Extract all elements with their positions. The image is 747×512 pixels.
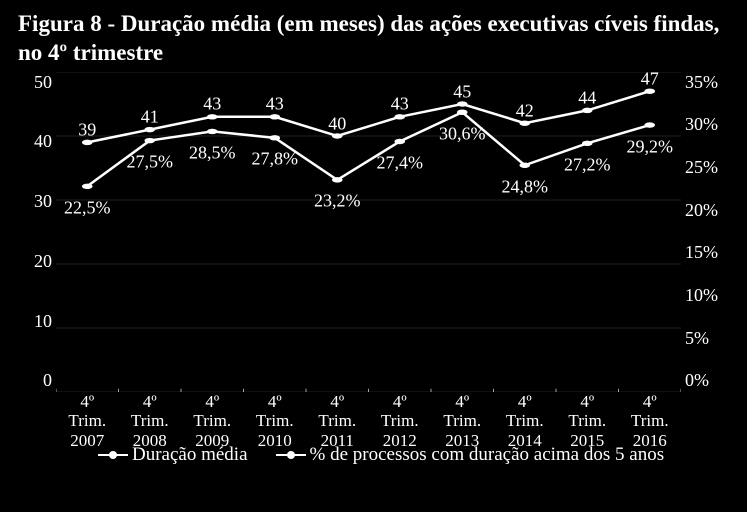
x-tick: 4ºTrim.2009 [181, 392, 244, 442]
value-label: 43 [391, 94, 409, 115]
y-right-tick: 10% [685, 285, 729, 306]
value-label: 43 [266, 94, 284, 115]
y-left-tick: 40 [18, 131, 52, 152]
value-label: 40 [328, 113, 346, 134]
y-left-tick: 30 [18, 191, 52, 212]
y-right-tick: 35% [685, 72, 729, 93]
y-right-tick: 20% [685, 200, 729, 221]
value-label: 45 [453, 81, 471, 102]
value-label: 43 [203, 94, 221, 115]
x-tick: 4ºTrim.2013 [431, 392, 494, 442]
percent-label: 27,4% [377, 152, 424, 173]
y-left-tick: 50 [18, 72, 52, 93]
percent-label: 27,8% [252, 149, 299, 170]
x-tick: 4ºTrim.2010 [244, 392, 307, 442]
x-tick: 4ºTrim.2008 [119, 392, 182, 442]
value-label: 42 [516, 100, 534, 121]
title-line2: no 4º trimestre [18, 40, 163, 65]
y-right-tick: 5% [685, 328, 729, 349]
percent-label: 24,8% [502, 176, 549, 197]
y-right-tick: 15% [685, 242, 729, 263]
x-axis-labels: 4ºTrim.20074ºTrim.20084ºTrim.20094ºTrim.… [56, 392, 681, 442]
y-right-tick: 0% [685, 370, 729, 391]
legend: Duração média % de processos com duração… [18, 444, 729, 466]
percent-label: 27,5% [127, 152, 174, 173]
percent-label: 22,5% [64, 197, 111, 218]
value-label: 41 [141, 107, 159, 128]
x-tick: 4ºTrim.2007 [56, 392, 119, 442]
percent-label: 27,2% [564, 154, 611, 175]
percent-label: 29,2% [627, 136, 674, 157]
y-left-tick: 10 [18, 311, 52, 332]
x-tick: 4ºTrim.2011 [306, 392, 369, 442]
y-right-tick: 30% [685, 114, 729, 135]
y-left-tick: 20 [18, 251, 52, 272]
value-label: 39 [78, 119, 96, 140]
value-label: 47 [641, 68, 659, 89]
y-right-tick: 25% [685, 157, 729, 178]
legend-marker-icon [98, 448, 128, 462]
legend-marker-icon [276, 448, 306, 462]
legend-label-2: % de processos com duração acima dos 5 a… [310, 444, 665, 466]
chart-title: Figura 8 - Duração média (em meses) das … [18, 10, 729, 68]
y-axis-right: 35% 30% 25% 20% 15% 10% 5% 0% [685, 72, 729, 392]
x-tick: 4ºTrim.2012 [369, 392, 432, 442]
x-tick: 4ºTrim.2014 [494, 392, 557, 442]
title-line1: Figura 8 - Duração média (em meses) das … [18, 11, 719, 36]
x-tick: 4ºTrim.2016 [619, 392, 682, 442]
percent-label: 23,2% [314, 191, 361, 212]
value-label: 44 [578, 87, 596, 108]
x-tick: 4ºTrim.2015 [556, 392, 619, 442]
y-axis-left: 50 40 30 20 10 0 [18, 72, 52, 392]
percent-label: 28,5% [189, 142, 236, 163]
percent-label: 30,6% [439, 123, 486, 144]
y-left-tick: 0 [18, 370, 52, 391]
chart-area: 50 40 30 20 10 0 35% 30% 25% 20% 15% 10% 5% 0% 39 41 4… [18, 72, 729, 442]
